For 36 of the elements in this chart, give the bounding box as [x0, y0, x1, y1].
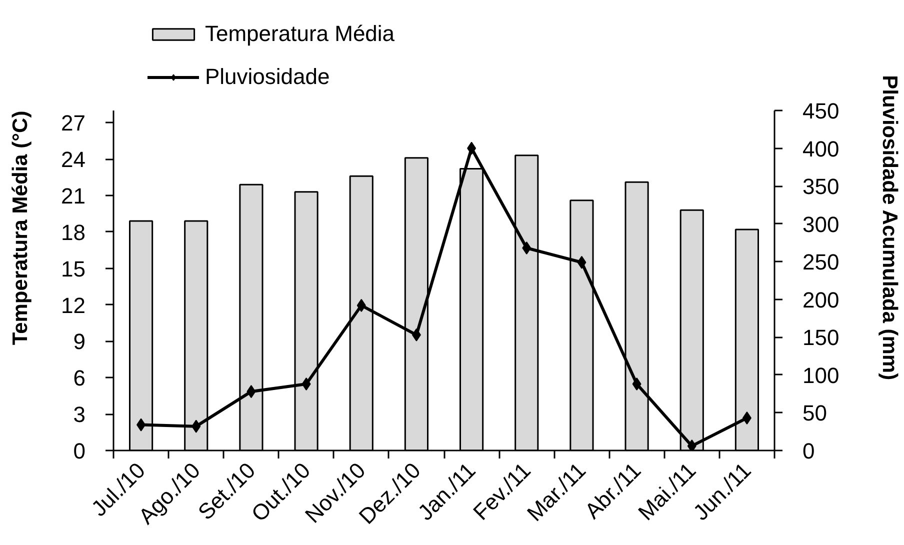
point [246, 385, 256, 398]
y-axis-title: Temperatura Média (°C) [9, 110, 32, 346]
y-tick-label: 12 [61, 292, 86, 318]
y2-tick-label: 450 [802, 98, 840, 124]
y2-tick-label: 200 [802, 287, 840, 312]
legend-label: Pluviosidade [205, 63, 330, 91]
point [192, 420, 201, 433]
legend-label: Temperatura Média [205, 20, 395, 48]
y-tick-label: 0 [73, 438, 86, 464]
point [302, 378, 311, 391]
point [412, 328, 421, 342]
y2-tick-label: 150 [802, 325, 840, 350]
point [687, 439, 696, 450]
y2-tick-label: 0 [802, 438, 815, 464]
y2-tick-label: 300 [802, 212, 840, 237]
point [742, 412, 752, 425]
y-tick-label: 21 [61, 184, 86, 208]
y-tick-label: 3 [73, 402, 86, 428]
point [136, 418, 146, 432]
y2-tick-label: 250 [802, 250, 840, 275]
point [356, 298, 366, 312]
point [522, 242, 532, 255]
y2-tick-label: 400 [802, 136, 840, 162]
y2-tick-label: 100 [802, 362, 840, 388]
point [467, 142, 476, 155]
y-tick-label: 9 [73, 329, 86, 354]
y-tick-label: 24 [61, 147, 86, 172]
y-tick-label: 27 [61, 110, 86, 136]
y2-tick-label: 50 [802, 400, 827, 426]
y-tick-label: 15 [61, 256, 86, 282]
y2-axis-title: Pluviosidade Acumulada (mm) [878, 75, 902, 380]
y-tick-label: 6 [73, 366, 86, 391]
point [632, 378, 642, 391]
point [577, 256, 586, 269]
y2-tick-label: 350 [802, 174, 840, 200]
y-tick-label: 18 [61, 220, 86, 245]
